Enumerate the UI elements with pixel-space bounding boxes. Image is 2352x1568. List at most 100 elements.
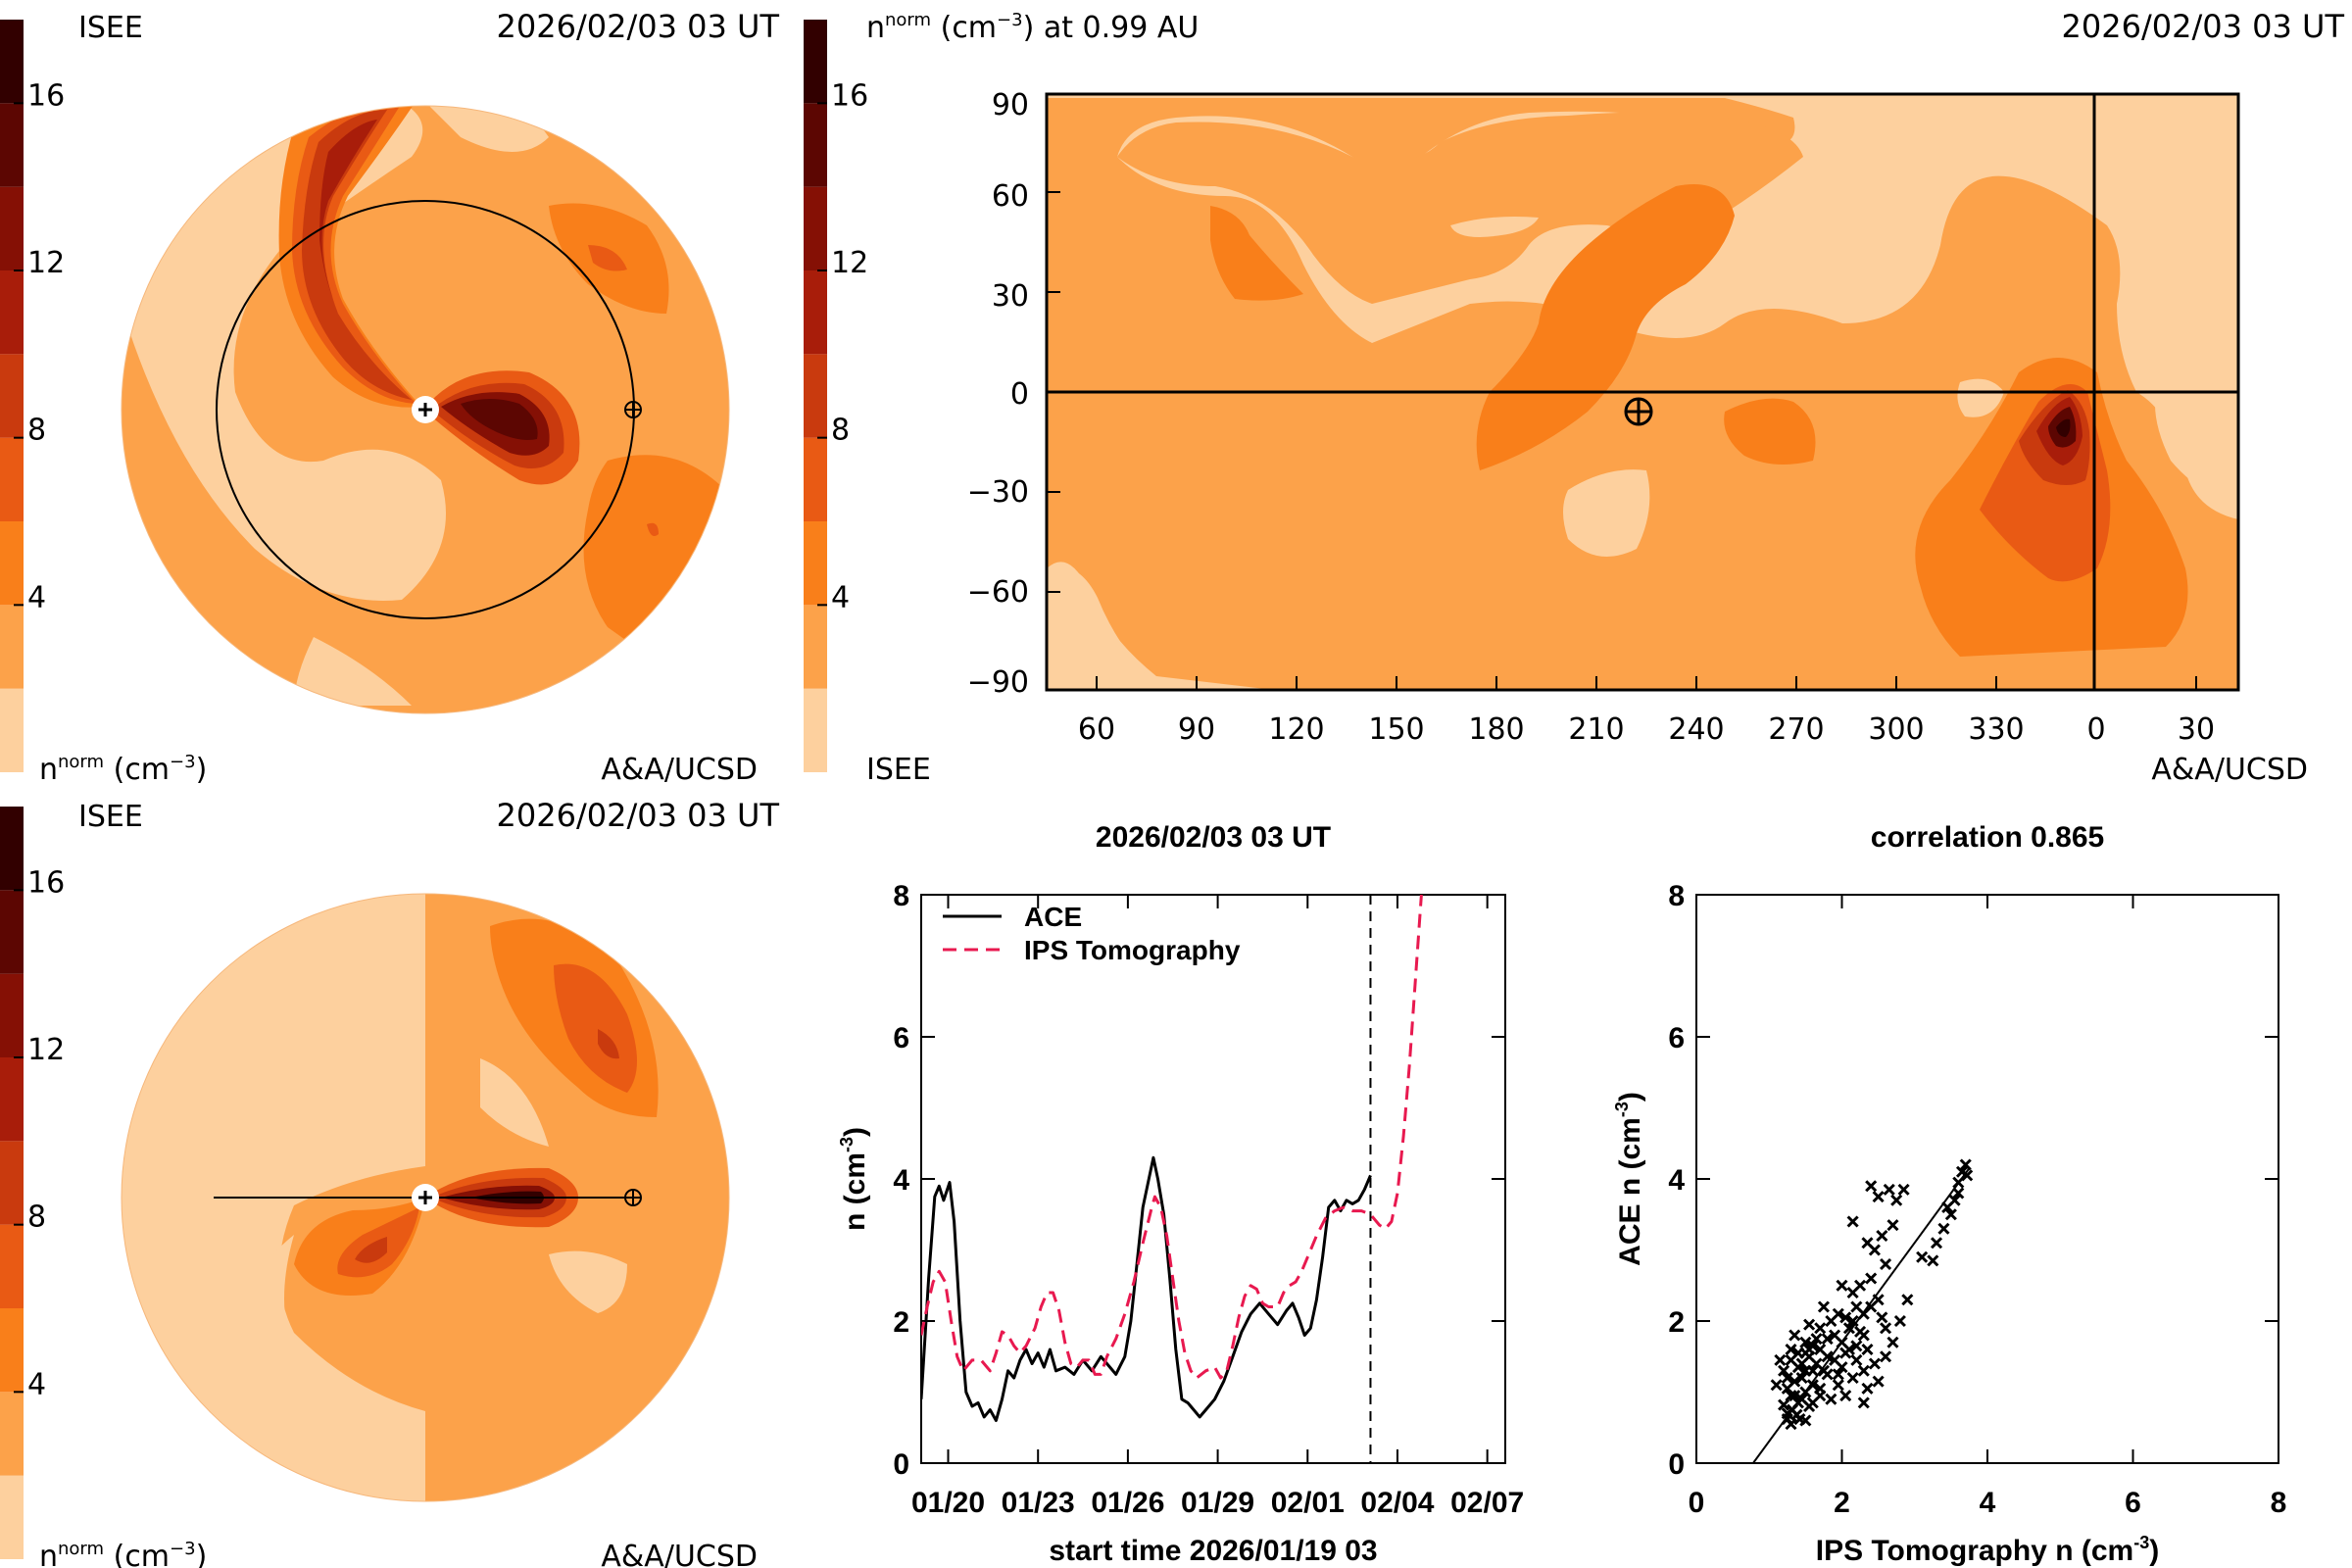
map-earth-marker [1624, 397, 1653, 426]
y-tick-label: 6 [1668, 1022, 1685, 1054]
colorbar-segment [804, 688, 827, 772]
ecliptic-agency: ISEE [78, 11, 143, 45]
scatter-point [1959, 1158, 1972, 1171]
svg-text:nnorm (cm−3): nnorm (cm−3) [39, 1539, 207, 1568]
ecliptic-colorbar-title: nnorm (cm−3) [39, 752, 207, 787]
scatter-point [1886, 1336, 1899, 1348]
scatter-point [1952, 1187, 1965, 1200]
scatter-point [1868, 1244, 1881, 1256]
colorbar-segment [0, 437, 24, 521]
colorbar-segment [0, 1392, 24, 1476]
scatter-point [1879, 1350, 1892, 1363]
colorbar-segment [804, 605, 827, 689]
scatter-point [1890, 1194, 1903, 1206]
scatter-point [1930, 1237, 1943, 1250]
scatter-point [1850, 1340, 1863, 1352]
scatter-point [1814, 1322, 1827, 1335]
scatter-title: correlation 0.865 [1871, 821, 2104, 854]
timeseries-y-title: n (cm-3) [837, 1127, 871, 1231]
svg-text:ACE n (cm-3): ACE n (cm-3) [1612, 1092, 1646, 1266]
scatter-point [1817, 1300, 1831, 1313]
colorbar-tick-label: 8 [27, 414, 46, 448]
meridional-agency: ISEE [78, 800, 143, 834]
scatter-point [1861, 1343, 1874, 1356]
scatter-point [1774, 1353, 1787, 1366]
scatter-point [1785, 1418, 1797, 1431]
scatter-point [1770, 1379, 1783, 1392]
colorbar-tick-label: 16 [831, 78, 868, 113]
meridional-disk-outline [121, 893, 730, 1502]
scatter-point [1781, 1407, 1793, 1420]
earth-marker [624, 401, 642, 418]
scatter-frame [1695, 894, 2279, 1464]
map-y-ticks [1047, 191, 1060, 593]
colorbar-tick-label: 8 [27, 1200, 46, 1235]
colorbar-segment [0, 973, 24, 1057]
ecliptic-disk-outline [121, 105, 730, 714]
scatter-point [1883, 1183, 1895, 1196]
colorbar-tick-label: 4 [27, 580, 46, 614]
scatter-point [1927, 1254, 1939, 1267]
colorbar-segment [0, 103, 24, 187]
colorbar-segment [804, 354, 827, 438]
scatter-point [1785, 1343, 1797, 1356]
ips-tomography-series-line [921, 895, 1423, 1380]
scatter-point [1825, 1393, 1838, 1405]
colorbar-segment [0, 1475, 24, 1559]
scatter-point [1857, 1364, 1870, 1377]
meridional-timestamp: 2026/02/03 03 UT [497, 797, 780, 834]
colorbar-segment [804, 186, 827, 270]
colorbar-segment [0, 1057, 24, 1142]
scatter-point [1842, 1343, 1855, 1356]
colorbar-tick-label: 4 [831, 580, 850, 614]
colorbar-segment [804, 20, 827, 104]
colorbar-segment [804, 103, 827, 187]
colorbar-segment [0, 1141, 24, 1225]
scatter-point [1810, 1333, 1823, 1346]
x-tick-label: 02/04 [1360, 1487, 1434, 1519]
scatter-point [1879, 1322, 1892, 1335]
ace-series-line [921, 1155, 1372, 1422]
scatter-point [1839, 1390, 1852, 1402]
map-colorbar: 4 8 12 16 [804, 20, 868, 772]
colorbar-segment [804, 521, 827, 606]
scatter-point [1850, 1353, 1863, 1366]
colorbar-segment [804, 270, 827, 355]
timeseries-frame [920, 894, 1506, 1464]
timeseries-legend: ACE IPS Tomography [943, 902, 1241, 965]
meridional-colorbar: 4 8 12 16 [0, 807, 65, 1559]
scatter-point [1821, 1333, 1834, 1346]
ecliptic-panel: ISEE 2026/02/03 03 UT 4 8 12 16 nnorm (cm−3… [0, 8, 779, 787]
y-tick-label: 2 [893, 1306, 909, 1339]
ecliptic-timestamp: 2026/02/03 03 UT [497, 8, 780, 45]
scatter-y-tick-labels: 0 2 4 6 8 [1668, 880, 1685, 1481]
colorbar-tick-label: 12 [27, 1033, 65, 1067]
sun-marker [412, 1184, 439, 1211]
scatter-point [1795, 1393, 1808, 1405]
scatter-y-title: ACE n (cm-3) [1612, 1092, 1646, 1266]
x-tick-label: 01/26 [1091, 1487, 1164, 1519]
colorbar-segment [0, 20, 24, 104]
timeseries-x-tick-labels: 01/20 01/23 01/26 01/29 02/01 02/04 02/07 [911, 1487, 1524, 1519]
map-y-axis-labels: 90 60 30 0 −30 −60 −90 [967, 88, 1029, 700]
timeseries-title: 2026/02/03 03 UT [1096, 821, 1331, 854]
scatter-point [1857, 1396, 1870, 1409]
colorbar-segment [0, 270, 24, 355]
colorbar-segment [0, 1224, 24, 1308]
scatter-point [1806, 1379, 1819, 1392]
map-lat-tick: −90 [967, 665, 1029, 700]
meridional-west-low [122, 894, 425, 1501]
map-lon-tick: 120 [1268, 712, 1324, 747]
map-lon-tick: 150 [1368, 712, 1424, 747]
svg-text:IPS Tomography n (cm-3): IPS Tomography n (cm-3) [1816, 1533, 2160, 1567]
ecliptic-low-region [122, 106, 446, 601]
map-north-band [1117, 112, 1803, 304]
scatter-point [1865, 1272, 1878, 1285]
x-tick-label: 01/20 [911, 1487, 985, 1519]
scatter-point [1876, 1229, 1888, 1243]
svg-text:n (cm-3): n (cm-3) [837, 1127, 871, 1231]
scatter-point [1865, 1180, 1878, 1193]
sun-marker [412, 396, 439, 423]
scatter-point [1795, 1357, 1808, 1370]
